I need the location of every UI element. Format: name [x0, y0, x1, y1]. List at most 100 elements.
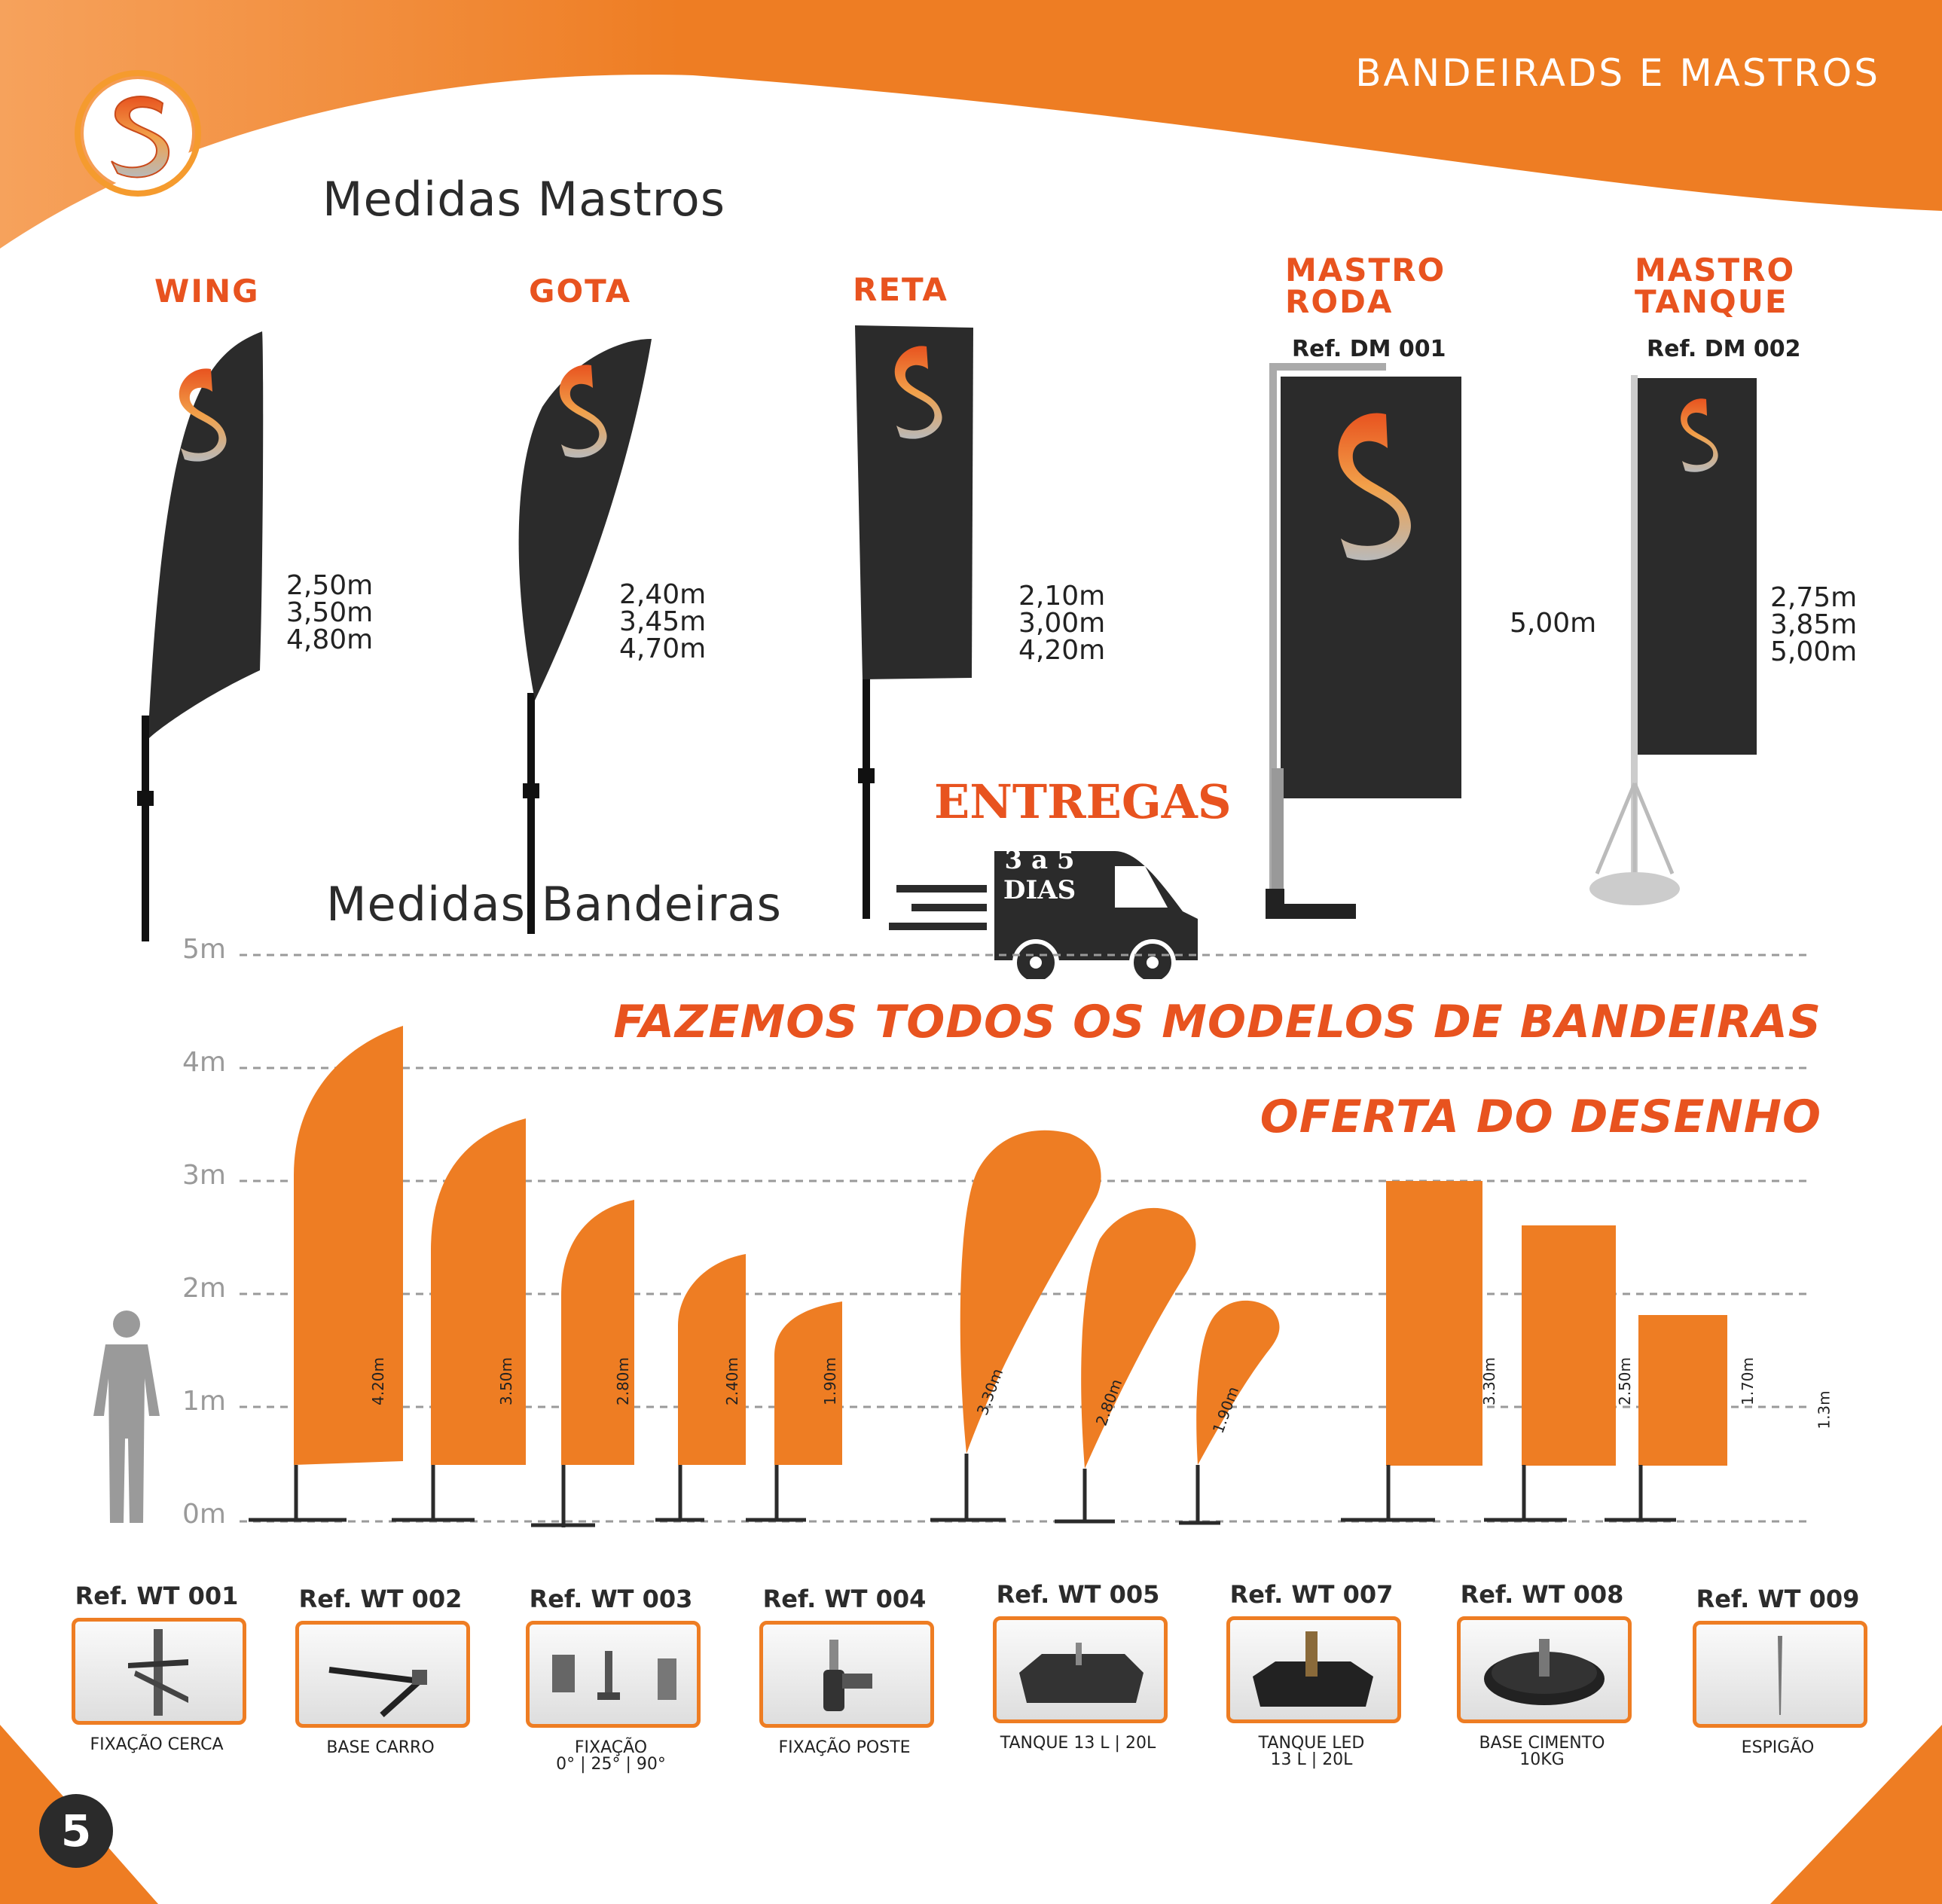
gota-flag-image — [518, 339, 652, 934]
gota-label: GOTA — [529, 273, 632, 310]
wing-heights: 2,50m 3,50m 4,80m — [286, 572, 373, 654]
banner-line-2: OFERTA DO DESENHO — [1260, 1091, 1821, 1143]
mastro-roda-height: 5,00m — [1510, 608, 1597, 639]
base-image — [1226, 1616, 1401, 1723]
flag-wing-280 — [561, 1200, 634, 1465]
bandeiras-title: Medidas Bandeiras — [326, 877, 782, 932]
mastro-tanque-label: MASTRO TANQUE — [1635, 255, 1795, 318]
wing-height-1: 2,50m — [286, 570, 374, 601]
base-ref: Ref. WT 009 — [1696, 1585, 1860, 1613]
bandeiras-chart — [93, 954, 1808, 1527]
base-caption: FIXAÇÃO POSTE — [778, 1738, 911, 1757]
flag-wing-190 — [774, 1301, 842, 1465]
flag-height-3: 2.80m — [614, 1356, 633, 1406]
gota-height-3: 4,70m — [619, 633, 707, 664]
base-ref: Ref. WT 005 — [996, 1580, 1160, 1609]
wing-flag-image — [137, 331, 264, 941]
base-caption: BASE CIMENTO 10KG — [1479, 1734, 1605, 1769]
base-caption: TANQUE 13 L | 20L — [1000, 1734, 1156, 1753]
reta-height-2: 3,00m — [1018, 608, 1106, 639]
ytick-2m: 2m — [182, 1273, 226, 1304]
base-card-wt001[interactable]: Ref. WT 001 FIXAÇÃO CERCA — [72, 1582, 246, 1753]
base-card-wt008[interactable]: Ref. WT 008 BASE CIMENTO 10KG — [1457, 1580, 1632, 1769]
base-image — [295, 1621, 470, 1728]
mastro-roda-label: MASTRO RODA — [1285, 255, 1446, 318]
s-logo-icon — [75, 70, 201, 197]
page-number: 5 — [39, 1794, 113, 1868]
header-title: BANDEIRADS E MASTROS — [1355, 51, 1880, 95]
wing-label: WING — [154, 273, 260, 310]
delivery-line1: 3 a 5 — [1004, 845, 1075, 875]
reta-label: RETA — [853, 271, 948, 308]
flag-height-4: 2.40m — [723, 1356, 742, 1406]
base-image — [1693, 1621, 1867, 1728]
mastros-illustrations — [137, 325, 1757, 941]
mastro-roda-image — [1266, 363, 1461, 919]
flag-rect-250 — [1522, 1225, 1616, 1466]
mastro-roda-ref: Ref. DM 001 — [1292, 336, 1446, 362]
wing-height-3: 4,80m — [286, 624, 374, 655]
mastro-roda-line1: MASTRO — [1285, 252, 1446, 288]
flag-height-10: 2.50m — [1616, 1356, 1635, 1406]
flag-wing-350 — [431, 1118, 526, 1465]
tanque-height-1: 2,75m — [1770, 582, 1858, 613]
flag-height-12: 1.3m — [1815, 1390, 1834, 1430]
base-image — [72, 1618, 246, 1725]
base-ref: Ref. WT 008 — [1460, 1580, 1624, 1609]
mastro-tanque-ref: Ref. DM 002 — [1647, 336, 1801, 362]
ytick-4m: 4m — [182, 1047, 226, 1078]
flag-teardrop-280 — [1081, 1207, 1196, 1469]
flag-rect-330 — [1386, 1181, 1482, 1466]
base-card-wt009[interactable]: Ref. WT 009 ESPIGÃO — [1693, 1585, 1867, 1757]
base-card-wt003[interactable]: Ref. WT 003 FIXAÇÃO 0° | 25° | 90° — [526, 1585, 701, 1774]
wing-height-2: 3,50m — [286, 597, 374, 628]
flag-height-2: 3.50m — [497, 1356, 516, 1406]
banner-line-1: FAZEMOS TODOS OS MODELOS DE BANDEIRAS — [613, 996, 1821, 1048]
flag-wing-240 — [678, 1254, 746, 1465]
mastro-tanque-line1: MASTRO — [1635, 252, 1796, 288]
delivery-line2: DIAS — [1003, 875, 1076, 905]
mastros-title: Medidas Mastros — [322, 172, 726, 227]
base-image — [759, 1621, 934, 1728]
flag-height-11: 1.70m — [1739, 1356, 1757, 1406]
base-caption: FIXAÇÃO 0° | 25° | 90° — [556, 1738, 666, 1774]
base-ref: Ref. WT 002 — [298, 1585, 463, 1613]
base-ref: Ref. WT 003 — [529, 1585, 693, 1613]
base-ref: Ref. WT 004 — [762, 1585, 927, 1613]
base-caption: BASE CARRO — [326, 1738, 435, 1757]
mastro-roda-line2: RODA — [1285, 283, 1394, 320]
mastro-tanque-line2: TANQUE — [1635, 283, 1788, 320]
base-ref: Ref. WT 001 — [75, 1582, 239, 1610]
ytick-0m: 0m — [182, 1499, 226, 1530]
gota-height-1: 2,40m — [619, 579, 707, 610]
base-card-wt007[interactable]: Ref. WT 007 TANQUE LED 13 L | 20L — [1226, 1580, 1401, 1769]
flag-teardrop-190 — [1196, 1300, 1280, 1465]
base-card-wt005[interactable]: Ref. WT 005 TANQUE 13 L | 20L — [993, 1580, 1168, 1753]
ytick-5m: 5m — [182, 934, 226, 965]
base-caption: TANQUE LED 13 L | 20L — [1258, 1734, 1365, 1769]
flag-height-1: 4.20m — [369, 1356, 388, 1406]
delivery-days: 3 a 5 DIAS — [994, 845, 1085, 905]
base-caption: ESPIGÃO — [1741, 1738, 1815, 1757]
tanque-height-3: 5,00m — [1770, 636, 1858, 667]
mastro-tanque-image — [1589, 375, 1757, 905]
flag-height-5: 1.90m — [821, 1356, 840, 1406]
base-card-wt002[interactable]: Ref. WT 002 BASE CARRO — [295, 1585, 470, 1757]
van-icon — [889, 851, 1198, 979]
base-ref: Ref. WT 007 — [1229, 1580, 1394, 1609]
tanque-height-2: 3,85m — [1770, 609, 1858, 640]
flag-wing-420 — [294, 1026, 403, 1465]
base-card-wt004[interactable]: Ref. WT 004 FIXAÇÃO POSTE — [759, 1585, 934, 1757]
base-image — [526, 1621, 701, 1728]
base-image — [1457, 1616, 1632, 1723]
reta-height-1: 2,10m — [1018, 581, 1106, 612]
mastro-tanque-heights: 2,75m 3,85m 5,00m — [1770, 584, 1857, 666]
delivery-title: ENTREGAS — [934, 774, 1232, 829]
person-silhouette-icon — [93, 1311, 160, 1523]
flag-rect-170 — [1638, 1315, 1727, 1466]
gota-height-2: 3,45m — [619, 606, 707, 637]
flag-height-9: 3.30m — [1480, 1356, 1499, 1406]
ytick-1m: 1m — [182, 1386, 226, 1417]
reta-heights: 2,10m 3,00m 4,20m — [1018, 583, 1105, 664]
gota-heights: 2,40m 3,45m 4,70m — [619, 581, 706, 663]
